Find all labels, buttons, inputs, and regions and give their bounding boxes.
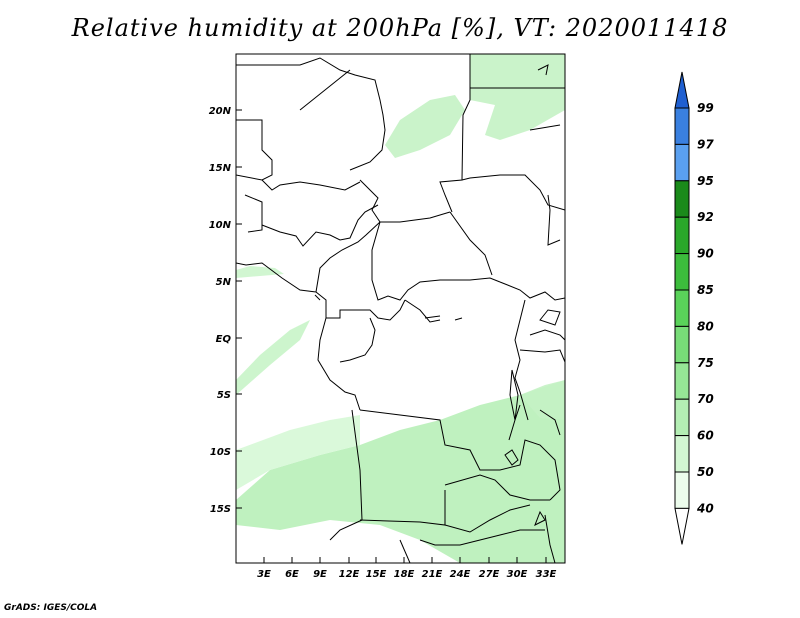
colorbar-label: 95 bbox=[697, 174, 714, 188]
lon-tick-label: 15E bbox=[366, 569, 387, 580]
colorbar-top-arrow bbox=[674, 71, 690, 109]
lon-tick-label: 12E bbox=[339, 569, 360, 580]
colorbar-box bbox=[674, 180, 690, 218]
lon-tick-label: 6E bbox=[285, 569, 299, 580]
colorbar-label: 99 bbox=[697, 101, 714, 115]
humidity-area-west-strip bbox=[236, 266, 284, 278]
lon-tick-label: 24E bbox=[450, 569, 471, 580]
lat-tick-label: 15N bbox=[209, 163, 232, 174]
lat-tick-label: 10S bbox=[210, 447, 231, 458]
colorbar-box bbox=[674, 435, 690, 473]
humidity-area-angola-zambia bbox=[236, 380, 565, 563]
latitude-axis: 20N 15N 10N 5N EQ 5S 10S 15S bbox=[209, 106, 242, 515]
colorbar-label: 75 bbox=[697, 356, 714, 370]
colorbar-label: 85 bbox=[697, 283, 714, 297]
map-frame bbox=[235, 53, 566, 564]
colorbar-box bbox=[674, 143, 690, 182]
colorbar-label: 40 bbox=[696, 501, 714, 515]
colorbar-box bbox=[674, 216, 690, 255]
colorbar-label: 97 bbox=[697, 137, 714, 151]
colorbar-box bbox=[674, 471, 690, 509]
lon-tick-label: 30E bbox=[507, 569, 528, 580]
country-borders bbox=[236, 54, 565, 563]
lat-tick-label: 10N bbox=[209, 220, 232, 231]
chart-title: Relative humidity at 200hPa [%], VT: 202… bbox=[71, 14, 729, 42]
colorbar-box bbox=[674, 362, 690, 400]
longitude-axis: 3E 6E 9E 12E 15E 18E 21E 24E 27E 30E 33E bbox=[257, 557, 557, 580]
lat-tick-label: 5N bbox=[216, 277, 232, 288]
colorbar-box bbox=[674, 289, 690, 327]
lat-tick-label: 5S bbox=[217, 390, 231, 401]
humidity-area-north-east bbox=[470, 54, 565, 140]
colorbar-label: 50 bbox=[697, 465, 714, 479]
lon-tick-label: 9E bbox=[313, 569, 327, 580]
lat-tick-label: 15S bbox=[210, 504, 231, 515]
colorbar-box bbox=[674, 325, 690, 364]
colorbar-label: 60 bbox=[697, 429, 714, 443]
lon-tick-label: 21E bbox=[422, 569, 443, 580]
humidity-field bbox=[236, 54, 565, 563]
colorbar-label: 90 bbox=[697, 247, 714, 261]
lat-tick-label: EQ bbox=[216, 334, 232, 345]
colorbar-label: 80 bbox=[697, 319, 714, 333]
humidity-area-tanzania bbox=[520, 380, 565, 420]
colorbar-label: 92 bbox=[697, 210, 714, 224]
colorbar-box bbox=[674, 107, 690, 145]
humidity-area-gulf-guinea bbox=[236, 320, 310, 395]
lon-tick-label: 3E bbox=[257, 569, 271, 580]
humidity-area-north-libya bbox=[385, 95, 465, 158]
lon-tick-label: 27E bbox=[479, 569, 500, 580]
colorbar-box bbox=[674, 398, 690, 437]
colorbar-box bbox=[674, 253, 690, 291]
lat-tick-label: 20N bbox=[209, 106, 232, 117]
colorbar-bottom-arrow bbox=[674, 507, 690, 545]
grads-credit: GrADS: IGES/COLA bbox=[4, 603, 98, 613]
colorbar-label: 70 bbox=[697, 392, 714, 406]
lon-tick-label: 33E bbox=[536, 569, 557, 580]
humidity-area-south-light bbox=[236, 415, 360, 490]
lon-tick-label: 18E bbox=[394, 569, 415, 580]
